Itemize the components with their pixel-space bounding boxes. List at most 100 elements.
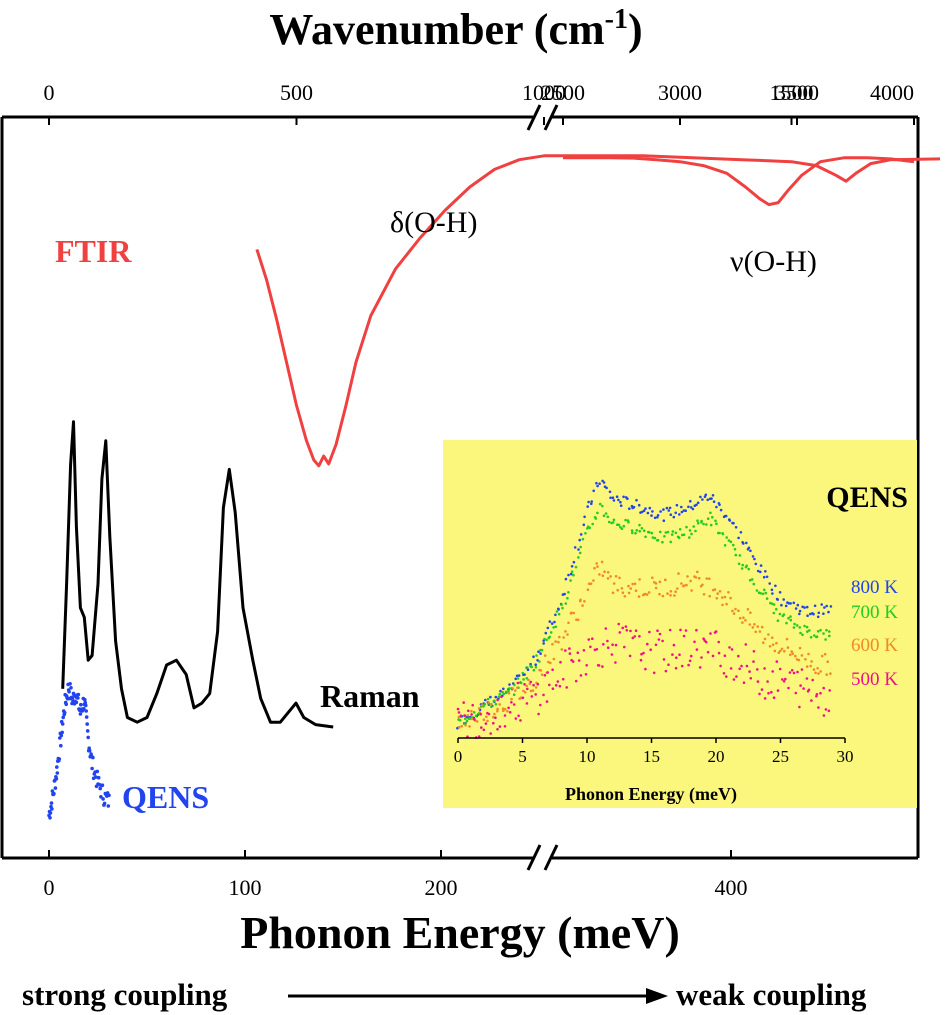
top-tick-label: 1500 xyxy=(770,80,814,105)
inset-point xyxy=(753,623,756,626)
inset-point xyxy=(671,653,674,656)
inset-point xyxy=(799,684,802,687)
inset-point xyxy=(496,707,499,711)
inset-point xyxy=(771,592,774,595)
inset-point xyxy=(759,570,762,574)
inset-point xyxy=(798,612,801,616)
qens-point xyxy=(83,700,88,705)
inset-point xyxy=(689,654,693,658)
inset-point xyxy=(718,531,721,535)
inset-point xyxy=(604,627,608,630)
inset-point xyxy=(653,536,657,540)
inset-point xyxy=(643,592,647,596)
inset-point xyxy=(675,656,678,659)
inset-point xyxy=(728,646,731,649)
inset-point xyxy=(467,709,470,713)
inset-point xyxy=(738,554,742,557)
qens-point xyxy=(67,689,71,694)
inset-point xyxy=(577,556,580,559)
inset-point xyxy=(763,667,766,670)
inset-point xyxy=(709,511,712,515)
inset-point xyxy=(711,515,714,519)
top-tick-label: 500 xyxy=(280,80,313,105)
inset-point xyxy=(561,677,565,681)
inset-point xyxy=(514,677,517,681)
inset-point xyxy=(555,610,559,613)
inset-point xyxy=(809,636,813,639)
inset-point xyxy=(530,665,533,669)
inset-point xyxy=(722,672,726,675)
inset-point xyxy=(782,598,785,601)
inset-point xyxy=(819,628,822,632)
inset-point xyxy=(724,514,728,518)
qens-point xyxy=(59,733,64,738)
inset-point xyxy=(487,701,491,704)
inset-point xyxy=(532,655,535,658)
inset-point xyxy=(798,705,801,709)
inset-point xyxy=(738,616,742,620)
ftir-series-line-segment-2 xyxy=(563,156,915,207)
inset-point xyxy=(485,715,488,718)
inset-point xyxy=(798,646,802,650)
inset-point xyxy=(658,580,662,584)
inset-point xyxy=(792,671,796,675)
inset-point xyxy=(785,637,789,641)
inset-point xyxy=(484,722,488,725)
top-axis-title: Wavenumber (cm-1) xyxy=(269,4,642,54)
inset-point xyxy=(513,683,516,687)
inset-point xyxy=(789,615,792,618)
ftir-label: FTIR xyxy=(55,233,132,269)
inset-point xyxy=(598,573,601,576)
inset-point xyxy=(732,521,735,525)
inset-point xyxy=(615,495,619,499)
inset-point xyxy=(623,595,627,598)
inset-point xyxy=(784,677,787,681)
bottom-tick-label: 100 xyxy=(229,875,262,900)
inset-point xyxy=(786,646,790,649)
inset-point xyxy=(695,503,698,507)
inset-point xyxy=(804,658,807,661)
bottom-tick-label: 0 xyxy=(44,875,55,900)
inset-point xyxy=(611,643,614,646)
inset-point xyxy=(507,706,510,710)
inset-point xyxy=(739,531,743,534)
inset-point xyxy=(576,618,580,622)
inset-legend-label: 600 K xyxy=(851,635,898,656)
inset-point xyxy=(587,638,591,641)
inset-point xyxy=(687,505,690,509)
inset-point xyxy=(817,611,821,615)
inset-point xyxy=(470,717,474,721)
inset-point xyxy=(661,540,664,544)
inset-point xyxy=(554,684,558,687)
inset-point xyxy=(714,630,718,633)
inset-point xyxy=(651,576,654,579)
inset-point xyxy=(666,592,669,595)
inset-point xyxy=(564,577,568,581)
inset-legend: 800 K 700 K 600 K 500 K xyxy=(851,577,898,690)
inset-point xyxy=(663,535,666,538)
inset-point xyxy=(586,588,590,591)
inset-point xyxy=(512,703,516,706)
inset-tick-label: 5 xyxy=(518,747,527,766)
inset-point xyxy=(778,591,782,594)
inset-point xyxy=(646,511,650,515)
inset-point xyxy=(737,654,740,658)
inset-point xyxy=(799,631,802,635)
inset-point xyxy=(638,523,641,527)
inset-point xyxy=(552,657,556,661)
inset-point xyxy=(823,606,826,609)
inset-point xyxy=(690,589,693,592)
inset-point xyxy=(696,570,699,574)
inset-point xyxy=(560,603,563,606)
inset-point xyxy=(638,529,641,533)
inset-point xyxy=(785,621,788,625)
inset-point xyxy=(692,525,695,528)
inset-point xyxy=(617,523,621,527)
inset-point xyxy=(521,671,525,675)
inset-point xyxy=(587,500,590,504)
inset-point xyxy=(748,578,752,582)
qens-point xyxy=(106,804,111,808)
qens-point xyxy=(68,682,72,686)
top-tick-label: 3500 xyxy=(775,80,819,105)
